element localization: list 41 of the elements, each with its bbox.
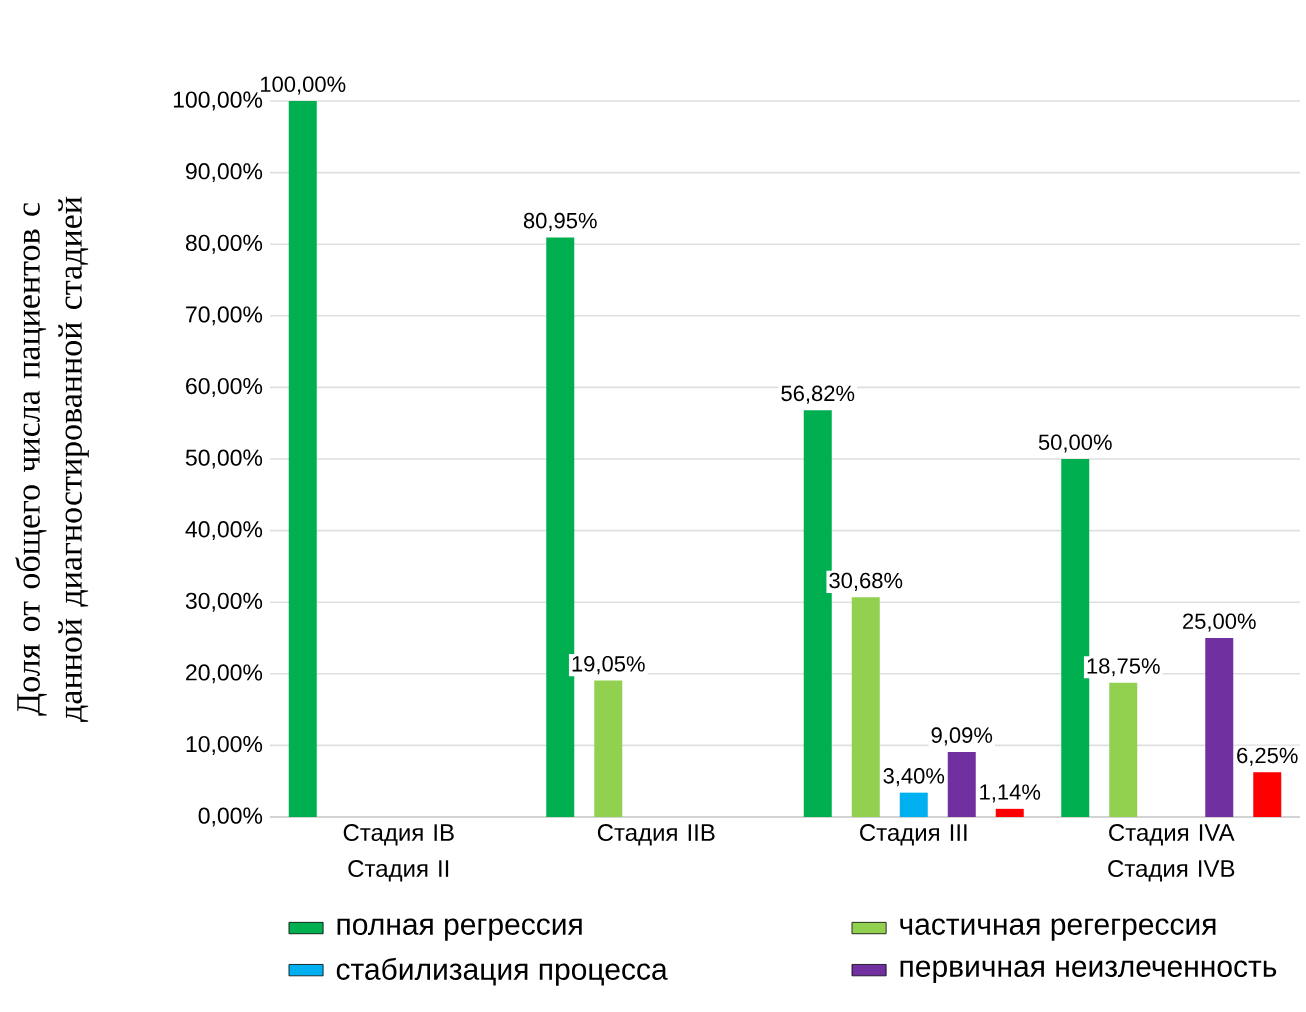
- y-tick-label: 100,00%: [173, 91, 263, 111]
- data-label: 9,09%: [931, 727, 993, 746]
- data-label: 6,25%: [1237, 747, 1298, 766]
- bar: [947, 751, 976, 817]
- data-label: 30,68%: [829, 572, 903, 591]
- y-tick-label: 70,00%: [186, 306, 263, 326]
- x-tick-label: Стадия IB Стадия II: [343, 824, 454, 882]
- y-tick-label: 10,00%: [186, 735, 263, 755]
- y-tick-label: 40,00%: [185, 521, 263, 541]
- bar: [594, 680, 623, 817]
- x-tick-label: Стадия III: [860, 824, 967, 846]
- bar: [1109, 682, 1138, 817]
- bar: [899, 792, 928, 817]
- legend-label: первичная неизлеченность: [900, 960, 1277, 983]
- data-label: 100,00%: [260, 76, 346, 95]
- bar: [288, 100, 317, 817]
- data-label: 56,82%: [781, 385, 855, 404]
- x-tick-label: Стадия IIB: [597, 824, 715, 846]
- data-label: 50,00%: [1038, 434, 1112, 453]
- y-tick-label: 30,00%: [185, 592, 263, 612]
- legend-label: частичная регегрессия: [900, 918, 1216, 941]
- x-tick-label: Стадия IVA Стадия IVB: [1108, 824, 1235, 882]
- data-label: 1,14%: [980, 784, 1041, 803]
- data-label: 25,00%: [1183, 613, 1256, 632]
- y-tick-label: 80,00%: [185, 234, 263, 254]
- bar: [1253, 772, 1282, 817]
- y-tick-label: 50,00%: [185, 449, 263, 469]
- y-axis-title: Доля от общего числа пациентов с данной диагностированной стадией: [15, 196, 89, 722]
- y-tick-label: 0,00%: [198, 807, 263, 827]
- data-label: 18,75%: [1087, 658, 1160, 677]
- bar: [995, 808, 1024, 817]
- legend-label: полная регрессия: [337, 918, 582, 941]
- data-label: 80,95%: [523, 212, 597, 231]
- data-label: 3,40%: [883, 768, 945, 787]
- bar: [1205, 638, 1234, 817]
- legend-label: стабилизация процесса: [336, 957, 668, 986]
- data-label: 19,05%: [572, 656, 645, 675]
- bar: [851, 597, 880, 817]
- y-tick-label: 20,00%: [186, 664, 263, 684]
- y-tick-label: 90,00%: [186, 163, 263, 183]
- y-tick-label: 60,00%: [186, 377, 263, 397]
